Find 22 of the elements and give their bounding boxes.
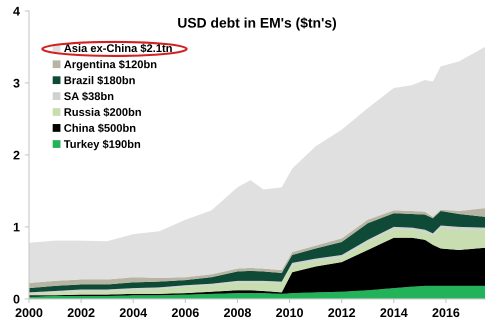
x-tick-label: 2008 xyxy=(224,308,251,318)
x-tick-label: 2012 xyxy=(328,308,356,318)
x-tick-label: 2004 xyxy=(120,308,148,318)
legend-label: Asia ex-China $2.1tn xyxy=(64,44,172,53)
y-tick-label: 4 xyxy=(13,6,20,16)
x-tick-label: 2002 xyxy=(68,308,95,318)
legend-label: Brazil $180bn xyxy=(64,76,135,85)
x-tick-label: 2000 xyxy=(16,308,42,318)
legend-label: Argentina $120bn xyxy=(64,60,156,70)
y-tick-label: 2 xyxy=(13,150,20,160)
x-tick-label: 2006 xyxy=(172,308,199,318)
legend-label: Russia $200bn xyxy=(64,108,141,117)
legend-label: China $500bn xyxy=(64,124,136,133)
x-tick-label: 2016 xyxy=(432,308,460,318)
chart-title: USD debt in EM's ($tn's) xyxy=(178,17,336,30)
y-tick-label: 1 xyxy=(14,222,20,232)
y-tick-label: 0 xyxy=(14,294,20,304)
legend-label: SA $38bn xyxy=(64,92,114,101)
legend-label: Turkey $190bn xyxy=(64,140,140,150)
x-tick-label: 2010 xyxy=(276,308,303,318)
y-tick-label: 3 xyxy=(13,78,20,88)
x-tick-label: 2014 xyxy=(380,308,408,318)
